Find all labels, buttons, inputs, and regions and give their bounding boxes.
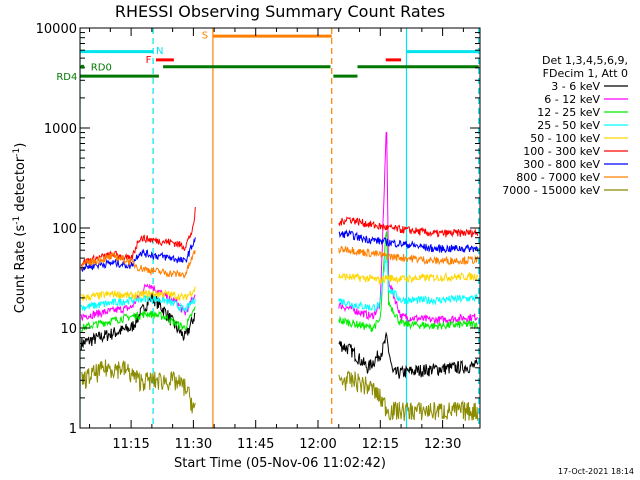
series-7000-15000-kev-line [80, 359, 196, 414]
legend-entry-label: 50 - 100 keV [530, 132, 600, 145]
y-axis-label-main: Count Rate (s [13, 225, 28, 314]
y-axis-label-end: ) [13, 143, 28, 148]
flag-label: RD0 [91, 63, 112, 74]
x-tick-label: 12:00 [299, 437, 336, 452]
series-50-100-kev-line [80, 286, 196, 302]
y-tick-label: 10 [60, 322, 77, 337]
series-800-7000-kev-line [338, 245, 479, 266]
flag-label: F [146, 55, 152, 66]
y-axis-label-sup1: -1 [12, 216, 22, 225]
series-12-25-kev-line [338, 231, 479, 332]
flag-label: N [156, 46, 163, 57]
x-tick-label: 11:30 [175, 437, 212, 452]
flag-label: RD4 [56, 72, 77, 83]
y-axis-label-sup2: -1 [12, 148, 22, 157]
y-tick-label: 1 [69, 422, 77, 437]
y-tick-label: 10000 [36, 22, 77, 37]
flag-label: S [202, 31, 208, 42]
legend-header-line-1: Det 1,3,4,5,6,9, [542, 54, 628, 67]
series-300-800-kev-line [338, 229, 479, 254]
legend-entry-label: 12 - 25 keV [537, 106, 600, 119]
legend-entry-label: 100 - 300 keV [523, 145, 600, 158]
series-100-300-kev-line [80, 206, 196, 267]
series-50-100-kev-line [338, 272, 479, 286]
legend-entry-label: 300 - 800 keV [523, 158, 600, 171]
legend-entry-label: 25 - 50 keV [537, 119, 600, 132]
series-7000-15000-kev-line [338, 370, 479, 421]
x-tick-label: 11:45 [237, 437, 274, 452]
legend-header-line-2: FDecim 1, Att 0 [543, 67, 628, 80]
series-3-6-kev-line [80, 292, 196, 351]
y-axis: 1 10 100 1000 10000 [36, 22, 480, 437]
series-3-6-kev-line [338, 331, 479, 379]
chart-title: RHESSI Observing Summary Count Rates [115, 2, 445, 21]
timestamp: 17-Oct-2021 18:14 [558, 467, 634, 476]
y-axis-label-mid: detector [13, 156, 28, 216]
x-tick-label: 11:15 [112, 437, 149, 452]
series-300-800-kev-line [80, 237, 196, 272]
plot-area [80, 28, 480, 428]
rd0-marker-dot [80, 64, 85, 69]
x-tick-label: 12:30 [424, 437, 461, 452]
series-25-50-kev-line [338, 254, 479, 312]
series-12-25-kev-line [80, 306, 196, 333]
legend-entry-label: 7000 - 15000 keV [502, 184, 600, 197]
series-25-50-kev-line [80, 294, 196, 313]
legend-entry-label: 3 - 6 keV [551, 80, 600, 93]
x-axis-label: Start Time (05-Nov-06 11:02:42) [174, 456, 386, 471]
legend-entry-label: 6 - 12 keV [544, 93, 600, 106]
series-800-7000-kev-line [80, 249, 196, 279]
y-tick-label: 100 [52, 222, 77, 237]
legend-entry-label: 800 - 7000 keV [516, 171, 600, 184]
series-6-12-kev-line [80, 283, 196, 322]
y-axis-label: Count Rate (s-1 detector-1) [12, 143, 28, 314]
y-tick-label: 1000 [44, 122, 77, 137]
series-100-300-kev-line [338, 216, 479, 238]
x-tick-label: 12:15 [362, 437, 399, 452]
x-axis: 11:15 11:30 11:45 12:00 12:15 12:30 [89, 28, 464, 452]
